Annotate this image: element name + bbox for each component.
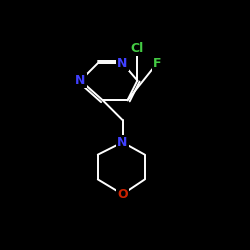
- Text: N: N: [117, 57, 128, 70]
- Text: N: N: [75, 74, 86, 87]
- Text: N: N: [117, 136, 128, 149]
- Text: O: O: [117, 188, 128, 201]
- Text: F: F: [153, 57, 162, 70]
- Text: Cl: Cl: [131, 42, 144, 55]
